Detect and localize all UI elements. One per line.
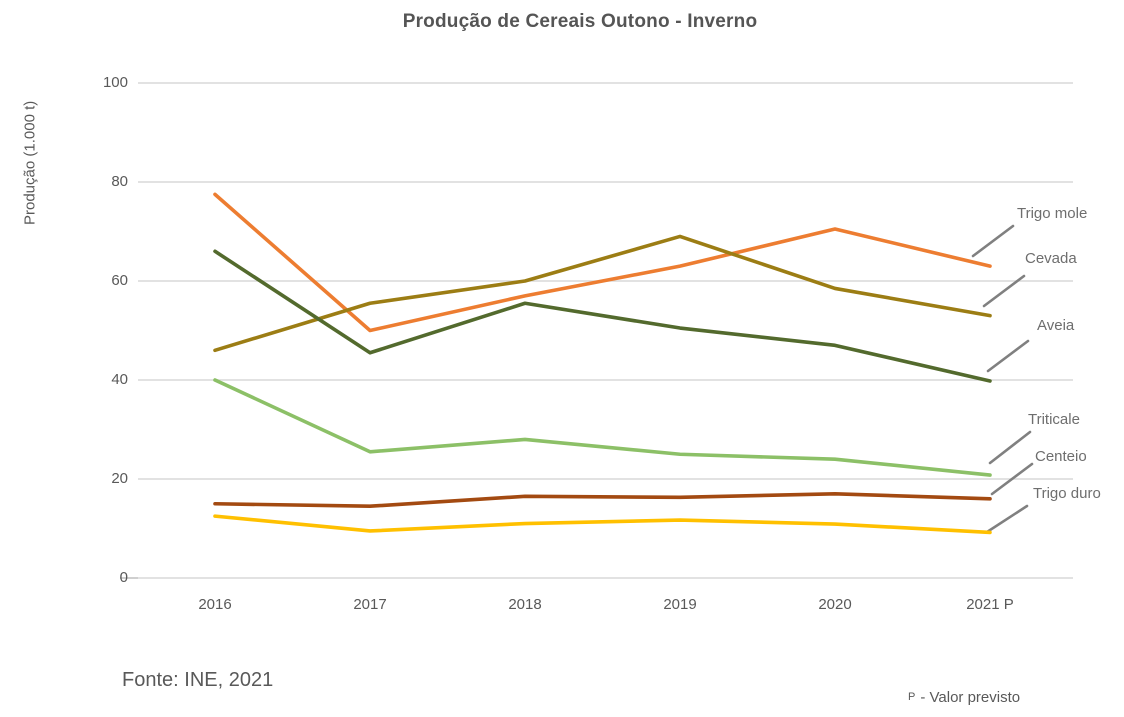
x-tick-label-2020: 2020 (818, 596, 852, 613)
series-line-trigo-mole (213, 192, 992, 333)
series-line-centeio (213, 492, 992, 509)
y-tick-label-0: 0 (119, 569, 128, 586)
forecast-note-text: - Valor previsto (920, 689, 1021, 706)
series-line-cevada (213, 234, 992, 353)
series-line-triticale (213, 378, 992, 477)
series-label-trigo-duro: Trigo duro (1033, 485, 1101, 502)
forecast-note: P - Valor previsto (908, 689, 1118, 706)
series-line-trigo-duro (213, 514, 992, 535)
legend-leader-cevada (982, 274, 1026, 308)
x-tick-label-2016: 2016 (198, 596, 232, 613)
legend-leader-trigo-mole (971, 224, 1015, 258)
series-label-trigo-mole: Trigo mole (1017, 205, 1088, 222)
series-label-triticale: Triticale (1028, 411, 1080, 428)
y-tick-label-20: 20 (111, 470, 128, 487)
x-tick-label-2018: 2018 (508, 596, 542, 613)
x-tick-label-2021-p: 2021 P (966, 596, 1014, 613)
series-label-aveia: Aveia (1037, 317, 1075, 334)
source-note: Fonte: INE, 2021 (122, 669, 274, 691)
series-label-centeio: Centeio (1035, 448, 1087, 465)
legend-leader-triticale (988, 430, 1032, 465)
legend-leader-centeio (990, 462, 1034, 496)
legend-leader-aveia (986, 339, 1030, 373)
series-label-cevada: Cevada (1025, 250, 1077, 267)
y-tick-label-60: 60 (111, 272, 128, 289)
y-tick-label-80: 80 (111, 173, 128, 190)
x-tick-label-2019: 2019 (663, 596, 697, 613)
legend-leader-trigo-duro (985, 504, 1029, 534)
chart-title: Produção de Cereais Outono - Inverno (402, 11, 758, 32)
y-tick-label-100: 100 (102, 74, 128, 91)
x-tick-label-2017: 2017 (353, 596, 387, 613)
series-line-aveia (213, 249, 992, 383)
forecast-note-superscript: P (908, 691, 916, 703)
y-tick-label-40: 40 (111, 371, 128, 388)
